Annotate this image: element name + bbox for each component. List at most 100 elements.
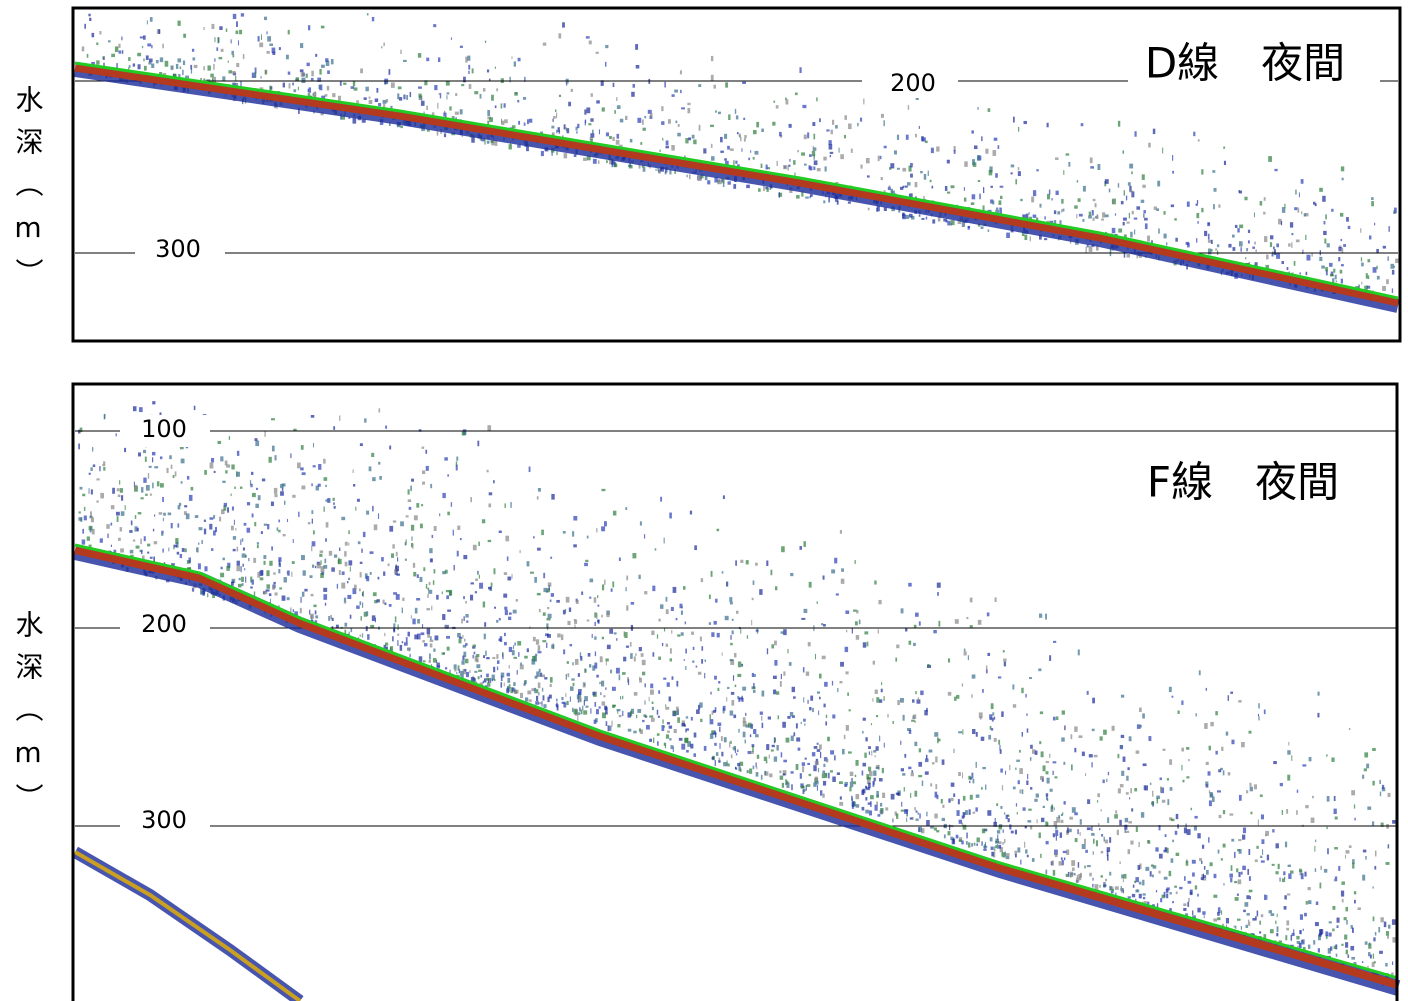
- echo-dot: [635, 44, 638, 50]
- echo-dot: [1196, 238, 1197, 243]
- echo-dot: [1068, 872, 1070, 877]
- echo-dot: [913, 643, 916, 646]
- echo-dot: [483, 88, 485, 92]
- echo-dot: [841, 579, 845, 584]
- echo-dot: [84, 515, 87, 520]
- echo-dot: [406, 515, 409, 517]
- echo-dot: [701, 659, 703, 664]
- echo-dot: [396, 574, 400, 576]
- echo-dot: [904, 754, 906, 758]
- echo-dot: [1338, 866, 1340, 871]
- echo-dot: [901, 810, 905, 812]
- echo-dot: [958, 772, 961, 776]
- echo-dot: [926, 217, 927, 220]
- echo-dot: [859, 620, 861, 625]
- echo-dot: [457, 633, 461, 637]
- echo-dot: [750, 150, 751, 153]
- echo-dot: [398, 86, 402, 89]
- echo-dot: [694, 733, 697, 738]
- echo-dot: [687, 103, 690, 105]
- echo-dot: [393, 520, 396, 522]
- echo-dot: [860, 118, 862, 122]
- echo-dot: [681, 107, 685, 109]
- echo-dot: [88, 14, 90, 17]
- echo-dot: [927, 664, 929, 667]
- echo-dot: [781, 631, 784, 633]
- echo-dot: [1258, 819, 1259, 825]
- echo-dot: [514, 92, 518, 96]
- echo-dot: [1004, 662, 1006, 667]
- echo-dot: [529, 699, 532, 701]
- echo-dot: [149, 466, 152, 468]
- echo-dot: [1089, 212, 1091, 217]
- echo-dot: [775, 586, 777, 590]
- echo-dot: [781, 546, 785, 552]
- echo-dot: [446, 595, 449, 599]
- echo-dot: [403, 60, 407, 62]
- echo-dot: [1064, 858, 1065, 861]
- echogram-figure: 200 300 D線 夜間 水深（m） 100 200 300 F線 夜間 水深…: [0, 0, 1408, 1001]
- echo-dot: [1232, 247, 1235, 251]
- echo-dot: [1341, 881, 1345, 884]
- echo-dot: [181, 459, 185, 464]
- echo-dot: [724, 134, 727, 139]
- echo-dot: [195, 515, 198, 518]
- echo-dot: [1071, 764, 1073, 770]
- echo-dot: [803, 667, 805, 672]
- echo-dot: [981, 787, 983, 789]
- echo-dot: [539, 609, 541, 612]
- echo-dot: [1334, 809, 1337, 814]
- echo-dot: [947, 192, 950, 194]
- echo-dot: [1160, 787, 1162, 793]
- echo-dot: [1326, 754, 1327, 756]
- echo-dot: [464, 669, 466, 671]
- echo-dot: [630, 139, 633, 143]
- echo-dot: [433, 658, 437, 663]
- echo-dot: [264, 524, 268, 526]
- echo-dot: [1096, 840, 1098, 846]
- echo-dot: [1250, 787, 1253, 792]
- echo-dot: [134, 526, 136, 531]
- echo-dot: [271, 502, 274, 506]
- echo-dot: [1018, 127, 1019, 132]
- echo-dot: [234, 487, 236, 489]
- echo-dot: [397, 93, 399, 99]
- echo-dot: [753, 130, 757, 134]
- echo-dot: [214, 471, 216, 473]
- echo-dot: [302, 592, 305, 597]
- echo-dot: [1207, 222, 1210, 226]
- echo-dot: [291, 572, 292, 577]
- echo-dot: [1015, 768, 1016, 770]
- echo-dot: [1281, 221, 1282, 225]
- echo-dot: [385, 643, 388, 646]
- echo-dot: [300, 69, 304, 72]
- echo-dot: [919, 621, 921, 625]
- echo-dot: [308, 89, 310, 93]
- echo-dot: [1249, 783, 1251, 787]
- echo-dot: [1249, 922, 1250, 927]
- echo-dot: [1181, 748, 1184, 752]
- echo-dot: [341, 583, 345, 589]
- echo-dot: [782, 783, 784, 788]
- echo-dot: [982, 689, 984, 693]
- echo-dot: [478, 676, 480, 679]
- echo-dot: [474, 91, 478, 94]
- echo-dot: [601, 526, 605, 531]
- echo-dot: [1230, 692, 1233, 694]
- echo-dot: [333, 498, 335, 501]
- echo-dot: [683, 586, 686, 590]
- echo-dot: [988, 108, 991, 112]
- echo-dot: [814, 746, 818, 749]
- echo-dot: [1151, 864, 1154, 866]
- echo-dot: [791, 771, 794, 773]
- echo-dot: [1071, 860, 1075, 866]
- echo-dot: [996, 803, 998, 806]
- echo-dot: [280, 491, 284, 496]
- echo-dot: [972, 674, 976, 678]
- echo-dot: [1206, 688, 1207, 691]
- echo-dot: [232, 55, 234, 58]
- echo-dot: [422, 470, 425, 474]
- echo-dot: [493, 480, 495, 483]
- echo-dot: [359, 635, 361, 637]
- echo-dot: [677, 717, 680, 723]
